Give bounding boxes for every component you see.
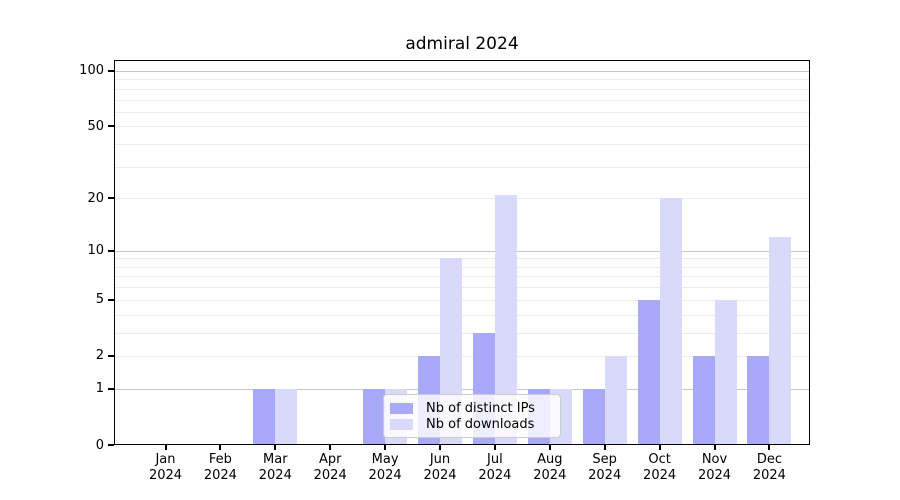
bar-sep-downloads (604, 355, 627, 445)
y-tick-label-0: 0 (95, 437, 104, 453)
y-tick-label-20: 20 (87, 190, 104, 206)
x-tick-jul (493, 445, 496, 450)
minor-gridline-80 (114, 88, 810, 90)
bar-sep-distinct-ips (582, 388, 605, 445)
x-tick-jun (439, 445, 441, 450)
legend-swatch-distinct-ips (390, 402, 413, 414)
x-tick-dec (768, 445, 771, 450)
y-tick-1 (108, 387, 114, 390)
y-tick-10 (108, 249, 114, 252)
minor-gridline-4 (114, 314, 810, 316)
major-gridline-100 (114, 70, 810, 72)
chart-title: admiral 2024 (405, 34, 519, 54)
bar-jul-downloads (494, 194, 517, 445)
x-tick-label-aug: Aug 2024 (533, 452, 567, 483)
y-tick-label-2: 2 (95, 348, 104, 364)
minor-gridline-70 (114, 99, 810, 101)
x-tick-aug (548, 445, 551, 450)
minor-gridline-9 (114, 258, 810, 260)
x-tick-may (384, 445, 387, 450)
y-tick-5 (108, 298, 114, 301)
y-tick-2 (108, 354, 114, 357)
minor-gridline-90 (114, 79, 810, 81)
x-tick-label-jul: Jul 2024 (478, 452, 512, 483)
minor-gridline-2 (114, 355, 810, 357)
y-tick-100 (108, 69, 114, 72)
major-gridline-1 (114, 388, 810, 390)
legend-label-downloads: Nb of downloads (426, 416, 535, 432)
y-tick-label-5: 5 (95, 292, 104, 308)
bar-oct-downloads (659, 198, 682, 445)
bar-may-distinct-ips (363, 388, 386, 445)
legend-label-distinct-ips: Nb of distinct IPs (426, 400, 535, 416)
bar-dec-downloads (769, 237, 792, 445)
y-tick-20 (108, 197, 114, 200)
minor-gridline-20 (114, 198, 810, 200)
x-tick-nov (713, 445, 716, 450)
minor-gridline-30 (114, 166, 810, 168)
legend-row-distinct-ips: Nb of distinct IPs (390, 400, 554, 416)
x-tick-label-dec: Dec 2024 (752, 452, 786, 483)
x-tick-label-may: May 2024 (368, 452, 402, 483)
legend-swatch-downloads (390, 418, 413, 430)
y-tick-label-100: 100 (79, 63, 104, 79)
minor-gridline-50 (114, 126, 810, 128)
minor-gridline-5 (114, 299, 810, 301)
x-tick-label-jun: Jun 2024 (423, 452, 457, 483)
y-tick-label-1: 1 (95, 381, 104, 397)
x-tick-feb (219, 445, 222, 450)
x-tick-mar (274, 445, 277, 450)
minor-gridline-7 (114, 276, 810, 278)
x-tick-label-feb: Feb 2024 (203, 452, 237, 483)
x-tick-label-nov: Nov 2024 (697, 452, 732, 483)
bar-dec-distinct-ips (747, 355, 770, 445)
x-tick-label-jan: Jan 2024 (148, 452, 183, 483)
minor-gridline-6 (114, 287, 810, 289)
y-tick-0 (108, 444, 114, 446)
bar-nov-downloads (714, 299, 737, 445)
legend: Nb of distinct IPs Nb of downloads (383, 394, 561, 438)
minor-gridline-40 (114, 144, 810, 146)
minor-gridline-3 (114, 332, 810, 334)
bar-mar-downloads (275, 388, 298, 445)
bar-mar-distinct-ips (253, 388, 276, 445)
x-tick-oct (658, 445, 661, 450)
y-tick-50 (108, 125, 114, 128)
x-tick-apr (329, 445, 332, 450)
major-gridline-10 (114, 250, 810, 252)
minor-gridline-8 (114, 266, 810, 268)
x-tick-sep (603, 445, 606, 450)
y-tick-label-10: 10 (87, 243, 104, 259)
x-tick-label-apr: Apr 2024 (313, 452, 347, 483)
minor-gridline-60 (114, 111, 810, 113)
plot-area: Nb of distinct IPs Nb of downloads (114, 60, 810, 445)
x-tick-jan (164, 445, 167, 450)
x-tick-label-sep: Sep 2024 (588, 452, 622, 483)
x-tick-label-oct: Oct 2024 (643, 452, 677, 483)
bar-nov-distinct-ips (692, 355, 715, 445)
bar-oct-distinct-ips (637, 299, 660, 445)
y-tick-label-50: 50 (87, 118, 104, 134)
x-tick-label-mar: Mar 2024 (258, 452, 292, 483)
legend-row-downloads: Nb of downloads (390, 416, 554, 432)
